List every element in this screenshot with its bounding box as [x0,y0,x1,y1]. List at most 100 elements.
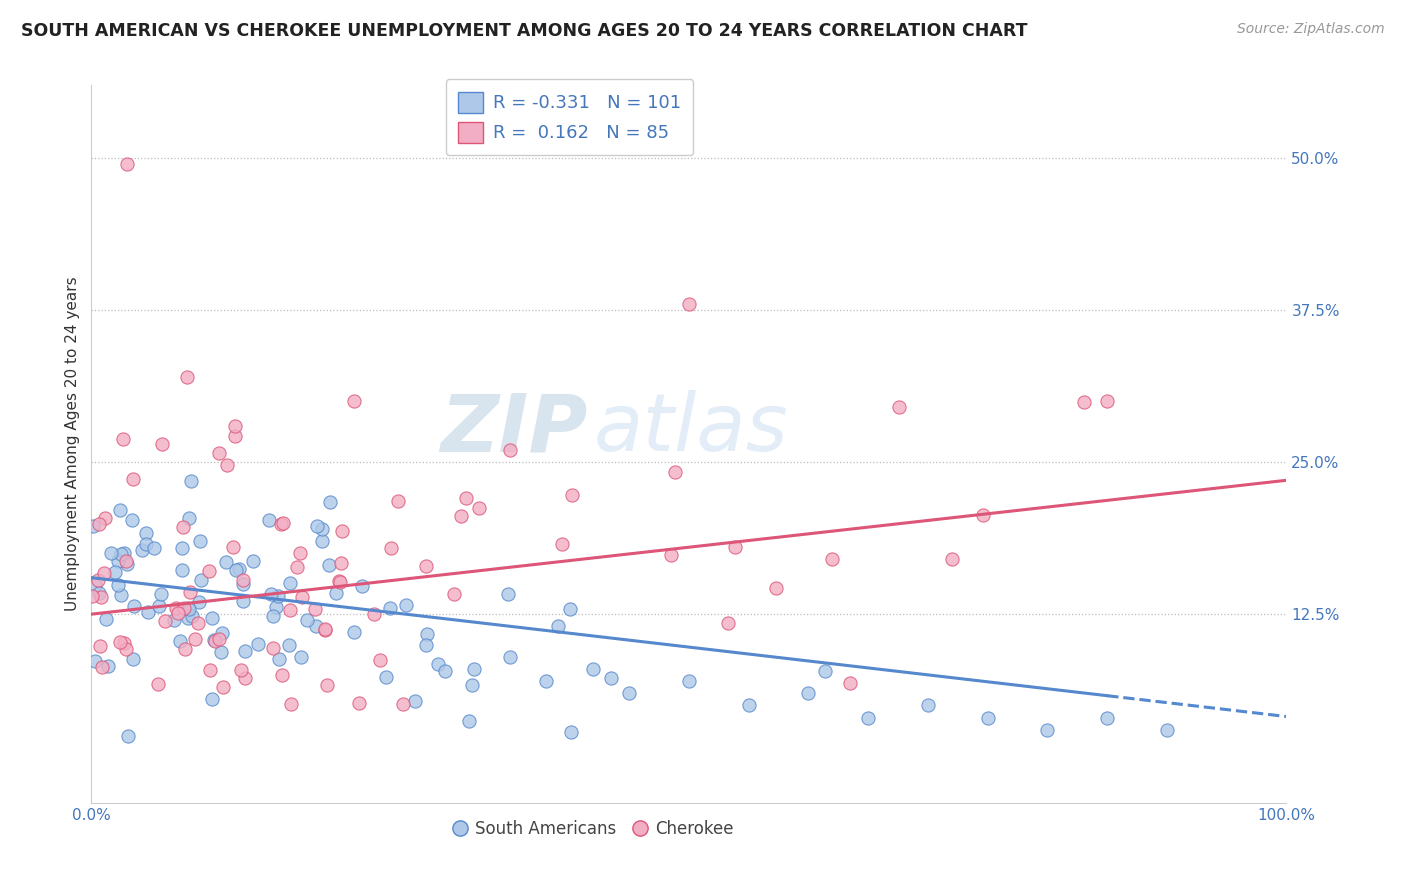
Point [110,635,132,649]
Point [93,566,115,580]
Point [664,465,686,479]
Point [149,587,172,601]
Point [170,541,193,555]
Point [264,599,287,614]
Point [917,698,939,713]
Point [316,678,339,692]
Point [163,614,186,628]
Point [215,458,238,472]
Point [148,599,170,614]
Point [211,625,233,640]
Point [201,610,224,624]
Point [121,513,143,527]
Point [391,697,413,711]
Point [461,678,484,692]
Point [142,541,165,556]
Point [290,649,312,664]
Point [295,613,318,627]
Point [179,602,201,616]
Point [270,517,292,532]
Point [314,624,336,638]
Point [225,563,247,577]
Point [375,669,398,683]
Point [188,533,211,548]
Point [370,652,392,666]
Point [114,641,136,656]
Point [278,576,301,591]
Point [224,418,246,433]
Point [678,674,700,689]
Point [107,554,129,568]
Point [176,369,198,384]
Point [117,729,139,743]
Point [208,446,231,460]
Point [262,640,284,655]
Point [209,645,232,659]
Point [257,513,280,527]
Point [208,632,231,646]
Point [659,549,682,563]
Point [115,554,138,568]
Point [115,157,138,171]
Point [498,649,520,664]
Point [288,546,311,560]
Point [765,581,787,595]
Point [271,668,294,682]
Point [201,692,224,706]
Point [724,540,747,554]
Point [271,516,294,530]
Point [100,546,122,560]
Point [450,509,472,524]
Point [152,437,174,451]
Point [267,589,290,603]
Point [148,677,170,691]
Point [224,429,246,443]
Point [311,522,333,536]
Point [112,636,135,650]
Point [561,488,583,502]
Point [378,601,402,615]
Point [415,559,437,574]
Point [1097,394,1119,409]
Point [108,502,131,516]
Point [314,622,336,636]
Point [325,586,347,600]
Point [343,394,366,409]
Point [181,608,204,623]
Text: atlas: atlas [593,391,789,468]
Point [233,671,256,685]
Point [285,559,308,574]
Point [177,601,200,615]
Point [443,587,465,601]
Point [112,546,135,560]
Point [135,526,157,541]
Text: ZIP: ZIP [440,391,588,468]
Point [104,566,127,580]
Point [190,573,212,587]
Y-axis label: Unemployment Among Ages 20 to 24 years: Unemployment Among Ages 20 to 24 years [65,277,80,611]
Point [198,664,221,678]
Point [233,644,256,658]
Point [291,591,314,605]
Point [107,578,129,592]
Point [115,557,138,571]
Point [972,508,994,523]
Point [343,625,366,640]
Point [838,676,860,690]
Point [169,634,191,648]
Point [498,442,520,457]
Point [124,599,146,614]
Point [84,578,107,592]
Point [232,573,254,587]
Point [737,698,759,713]
Point [202,632,225,647]
Point [678,297,700,311]
Point [172,519,194,533]
Point [1073,394,1095,409]
Point [229,663,252,677]
Point [179,585,201,599]
Point [84,654,107,668]
Point [122,472,145,486]
Point [1036,723,1059,737]
Point [222,541,245,555]
